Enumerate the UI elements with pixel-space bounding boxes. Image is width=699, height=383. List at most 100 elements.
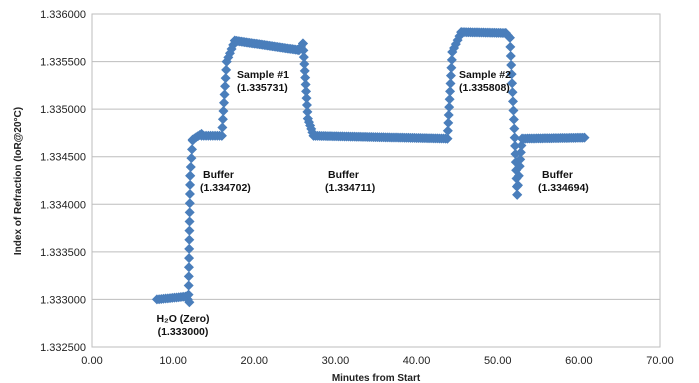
data-point: [301, 99, 312, 110]
data-point: [299, 58, 310, 69]
data-point: [507, 78, 518, 89]
x-tick-label: 60.00: [565, 355, 593, 367]
data-point: [446, 62, 457, 73]
data-point: [187, 144, 198, 155]
data-point: [218, 106, 229, 117]
data-point: [186, 153, 197, 164]
data-series: [151, 27, 590, 308]
data-point: [506, 69, 517, 80]
data-point: [185, 161, 196, 172]
data-point: [297, 38, 308, 49]
data-point: [446, 54, 457, 65]
annotation-value-water: (1.333000): [158, 326, 209, 338]
y-axis-tick-labels: 1.332500 1.333000 1.333500 1.334000 1.334500…: [40, 9, 86, 354]
data-point: [444, 102, 455, 113]
data-point: [185, 170, 196, 181]
y-tick-label: 1.334500: [40, 152, 86, 164]
data-point: [219, 89, 230, 100]
data-point: [184, 207, 195, 218]
data-point: [507, 87, 518, 98]
annotation-value-buffer-1: (1.334702): [200, 182, 251, 194]
annotation-value-buffer-2: (1.334711): [325, 182, 375, 194]
data-point: [508, 114, 519, 125]
annotation-label-buffer-2: Buffer: [328, 169, 359, 181]
data-point: [184, 297, 195, 308]
annotation-label-buffer-1: Buffer: [203, 169, 234, 181]
data-point: [512, 189, 523, 200]
y-tick-label: 1.336000: [40, 9, 86, 21]
data-point: [443, 110, 454, 121]
data-point: [299, 65, 310, 76]
data-point: [216, 130, 227, 141]
y-axis-title: Index of Refraction (IoR@20°C): [13, 107, 24, 255]
data-point: [509, 132, 520, 143]
y-tick-label: 1.332500: [40, 342, 86, 354]
y-tick-label: 1.334000: [40, 199, 86, 211]
data-point: [515, 147, 526, 158]
x-axis-tick-labels: 0.00 10.00 20.00 30.00 40.00 50.00 60.00 70.00: [81, 355, 673, 367]
x-axis-title: Minutes from Start: [332, 373, 421, 383]
x-tick-label: 70.00: [646, 355, 674, 367]
data-point: [445, 70, 456, 81]
x-tick-label: 50.00: [484, 355, 512, 367]
y-tick-label: 1.333500: [40, 247, 86, 259]
data-point: [185, 179, 196, 190]
data-point: [443, 117, 454, 128]
annotation-label-sample-2: Sample #2: [459, 69, 511, 81]
data-point: [183, 289, 194, 300]
data-point: [507, 96, 518, 107]
data-point: [508, 105, 519, 116]
data-point: [301, 86, 312, 97]
data-point: [514, 161, 525, 172]
x-tick-label: 20.00: [241, 355, 269, 367]
data-point: [509, 123, 520, 134]
data-point: [221, 64, 232, 75]
y-tick-label: 1.335500: [40, 57, 86, 69]
x-tick-label: 0.00: [81, 355, 102, 367]
data-point: [504, 32, 515, 43]
y-tick-label: 1.333000: [40, 294, 86, 306]
data-point: [184, 216, 195, 227]
data-point: [184, 198, 195, 209]
data-point: [217, 114, 228, 125]
data-point: [579, 132, 590, 143]
data-point: [510, 140, 521, 151]
data-point: [183, 271, 194, 282]
data-point: [506, 60, 517, 71]
data-point: [442, 125, 453, 136]
data-point: [302, 106, 313, 117]
annotation-value-sample-2: (1.335808): [459, 82, 510, 94]
annotation-label-sample-1: Sample #1: [237, 69, 289, 81]
plot-area-border: [91, 13, 661, 348]
data-point: [442, 133, 453, 144]
data-point: [220, 81, 231, 92]
data-point: [217, 122, 228, 133]
annotation-value-buffer-3: (1.334694): [538, 182, 589, 194]
x-tick-label: 40.00: [403, 355, 431, 367]
y-tick-label: 1.335000: [40, 104, 86, 116]
x-tick-label: 10.00: [159, 355, 187, 367]
data-point: [220, 73, 231, 84]
data-point: [184, 225, 195, 236]
data-point: [300, 72, 311, 83]
data-point: [184, 243, 195, 254]
data-point: [515, 154, 526, 165]
data-point: [445, 86, 456, 97]
data-point: [513, 170, 524, 181]
data-point: [184, 234, 195, 245]
data-point: [184, 189, 195, 200]
annotation-value-sample-1: (1.335731): [237, 82, 288, 94]
data-point: [184, 253, 195, 264]
data-point: [513, 180, 523, 191]
x-tick-label: 30.00: [322, 355, 350, 367]
annotation-label-buffer-3: Buffer: [542, 169, 573, 181]
data-point: [298, 45, 309, 56]
annotation-label-water: H₂O (Zero): [156, 313, 209, 325]
data-point: [505, 41, 516, 52]
data-point: [301, 93, 312, 104]
data-point: [218, 97, 229, 108]
data-point: [444, 94, 455, 105]
data-point: [445, 78, 456, 89]
data-point: [183, 262, 194, 273]
